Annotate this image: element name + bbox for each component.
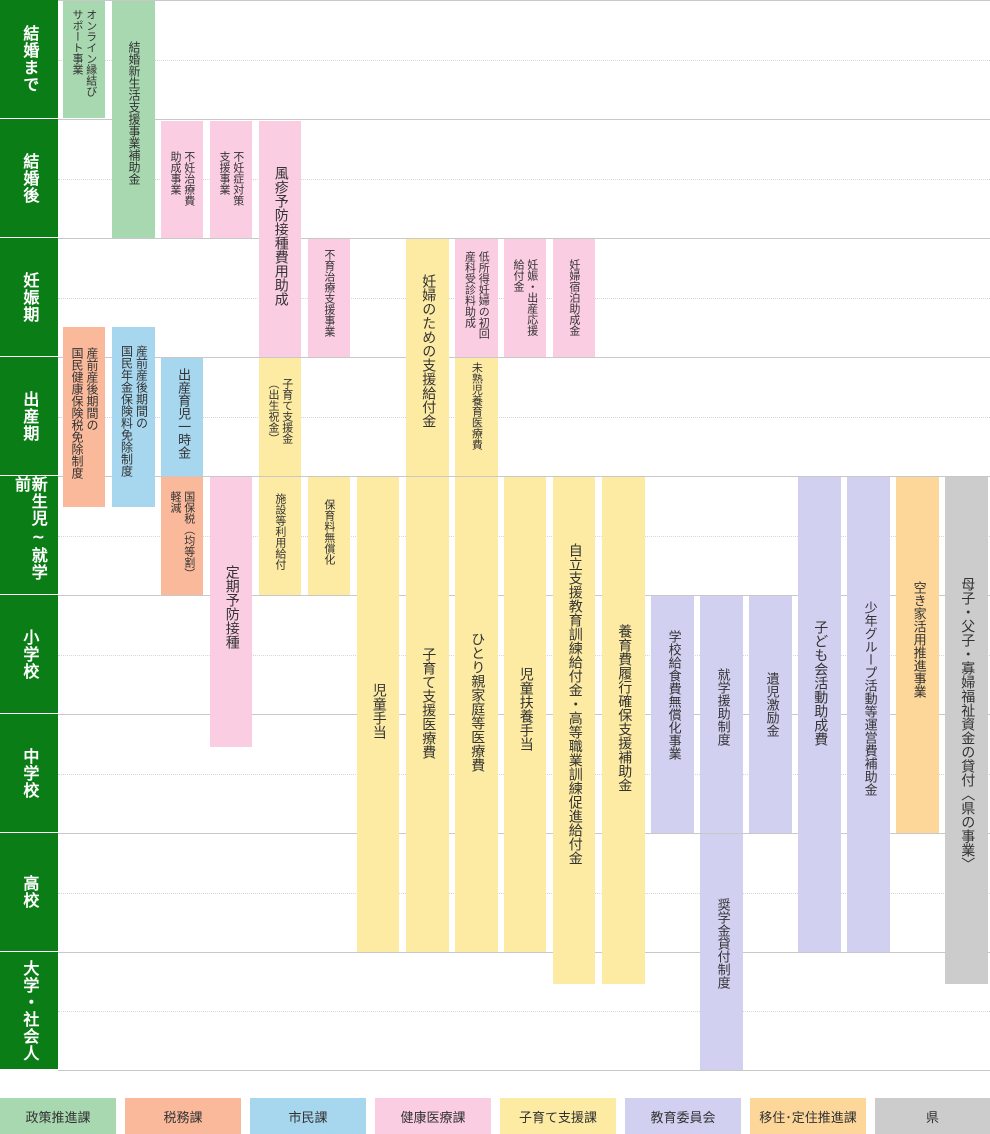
- program-label: オンライン縁結び サポート事業: [71, 9, 98, 97]
- program-bar: 不育治療支援事業: [308, 239, 350, 357]
- legend-item: 市民課: [250, 1098, 366, 1134]
- program-bar: 空き家活用推進事業: [896, 477, 939, 833]
- program-label: 妊娠・出産応援 給付金: [512, 259, 539, 336]
- program-label: 未熟児養育医療費: [470, 362, 484, 450]
- row-divider: [58, 952, 990, 953]
- row-divider: [58, 1070, 990, 1071]
- program-label: 就学援助制度: [714, 668, 730, 746]
- row-midline: [58, 60, 990, 61]
- program-bar: 就学援助制度: [700, 596, 743, 833]
- program-bar: 子育て支援金 （出生祝金）: [259, 358, 301, 476]
- program-bar: 産前産後期間の 国民健康保険税免除制度: [63, 327, 105, 507]
- legend-item: 税務課: [125, 1098, 241, 1134]
- stage-label: 結婚まで: [0, 0, 58, 119]
- program-bar: 遺児激励金: [749, 596, 792, 833]
- program-label: 児童手当: [370, 683, 387, 739]
- program-label: 子ども会活動助成費: [812, 620, 829, 746]
- program-label: 妊婦宿泊助成金: [567, 259, 581, 336]
- program-bar: 妊婦のための支援給付金: [406, 239, 449, 476]
- program-bar: 国保税（均等割） 軽減: [161, 477, 203, 595]
- row-midline: [58, 1011, 990, 1012]
- program-label: 出産育児一時金: [175, 368, 191, 459]
- program-bar: 出産育児一時金: [161, 358, 203, 476]
- program-label: 不妊治療費 助成事業: [169, 151, 196, 206]
- stage-label: 小学校: [0, 595, 58, 714]
- program-bar: 児童扶養手当: [504, 477, 546, 952]
- program-bar: 母子・父子・寡婦福祉資金の貸付〈県の事業〉: [945, 477, 988, 984]
- row-divider: [58, 119, 990, 120]
- program-label: 定期予防接種: [223, 565, 240, 649]
- program-label: 不妊症対策 支援事業: [218, 151, 245, 206]
- stage-label: 結婚後: [0, 119, 58, 238]
- program-bar: 産前産後期間の 国民年金保険料免除制度: [112, 327, 155, 507]
- program-bar: 結婚新生活支援事業補助金: [112, 1, 155, 238]
- program-label: 少年グループ活動等運営費補助金: [861, 601, 877, 796]
- program-bar: オンライン縁結び サポート事業: [63, 1, 105, 118]
- program-label: 産前産後期間の 国民健康保険税免除制度: [70, 347, 99, 479]
- program-label: 子育て支援金 （出生祝金）: [267, 378, 294, 444]
- row-divider: [58, 476, 990, 477]
- stage-label: 大学・社会人: [0, 952, 58, 1070]
- program-bar: 妊婦宿泊助成金: [553, 239, 595, 357]
- program-label: 低所得妊婦の初回 産科受診料助成: [463, 251, 491, 339]
- program-label: 風疹予防接種費用助成: [272, 166, 289, 306]
- program-label: 母子・父子・寡婦福祉資金の貸付〈県の事業〉: [959, 577, 976, 871]
- program-bar: 児童手当: [357, 477, 399, 952]
- program-bar: ひとり親家庭等医療費: [455, 477, 498, 952]
- program-bar: 不妊症対策 支援事業: [210, 121, 252, 238]
- row-divider: [58, 238, 990, 239]
- program-bar: 学校給食費無償化事業: [651, 596, 694, 833]
- program-label: 養育費履行確保支援補助金: [616, 624, 633, 792]
- program-bar: 未熟児養育医療費: [455, 358, 498, 476]
- program-label: 妊婦のための支援給付金: [420, 274, 437, 428]
- program-label: 空き家活用推進事業: [910, 581, 926, 698]
- program-bar: 風疹予防接種費用助成: [259, 121, 301, 357]
- program-label: 施設等利用給付: [273, 493, 287, 570]
- legend-item: 教育委員会: [625, 1098, 741, 1134]
- program-bar: 養育費履行確保支援補助金: [602, 477, 645, 984]
- row-divider: [58, 357, 990, 358]
- program-label: 国保税（均等割） 軽減: [169, 491, 196, 579]
- program-bar: 子ども会活動助成費: [798, 477, 841, 952]
- program-bar: 低所得妊婦の初回 産科受診料助成: [455, 239, 498, 357]
- stage-label: 高校: [0, 833, 58, 952]
- legend-item: 移住･定住推進課: [750, 1098, 866, 1134]
- program-label: 児童扶養手当: [517, 667, 534, 751]
- program-bar: 自立支援教育訓練給付金・高等職業訓練促進給付金: [553, 477, 595, 984]
- program-label: 産前産後期間の 国民年金保険料免除制度: [119, 345, 149, 477]
- program-bar: 少年グループ活動等運営費補助金: [847, 477, 890, 952]
- stage-label: 中学校: [0, 714, 58, 833]
- program-bar: 施設等利用給付: [259, 477, 301, 595]
- program-label: 奨学金貸付制度: [714, 898, 730, 989]
- row-midline: [58, 179, 990, 180]
- program-label: 遺児激励金: [763, 672, 779, 737]
- program-label: 不育治療支援事業: [322, 249, 336, 337]
- stage-label: 出産期: [0, 357, 58, 476]
- legend-item: 政策推進課: [0, 1098, 116, 1134]
- program-label: 子育て支援医療費: [420, 647, 437, 759]
- program-bar: 奨学金貸付制度: [700, 834, 743, 1070]
- program-label: 結婚新生活支援事業補助金: [127, 41, 141, 185]
- program-bar: 保育料無償化: [308, 477, 350, 595]
- legend-item: 健康医療課: [375, 1098, 491, 1134]
- program-label: 自立支援教育訓練給付金・高等職業訓練促進給付金: [566, 543, 583, 865]
- row-divider: [58, 0, 990, 1]
- stage-label: 妊娠期: [0, 238, 58, 357]
- stage-label: 新生児~就学前: [0, 476, 58, 595]
- program-bar: 定期予防接種: [210, 477, 252, 747]
- program-bar: 子育て支援医療費: [406, 477, 449, 952]
- program-bar: 妊娠・出産応援 給付金: [504, 239, 546, 357]
- program-label: 保育料無償化: [322, 499, 336, 565]
- program-label: 学校給食費無償化事業: [665, 630, 681, 760]
- legend-item: 子育て支援課: [500, 1098, 616, 1134]
- program-label: ひとり親家庭等医療費: [469, 632, 486, 772]
- row-midline: [58, 417, 990, 418]
- legend-item: 県: [875, 1098, 990, 1134]
- program-bar: 不妊治療費 助成事業: [161, 121, 203, 238]
